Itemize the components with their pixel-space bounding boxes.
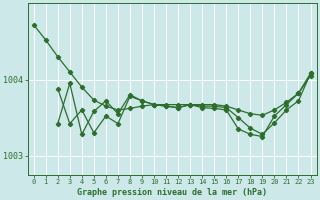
X-axis label: Graphe pression niveau de la mer (hPa): Graphe pression niveau de la mer (hPa) <box>77 188 267 197</box>
